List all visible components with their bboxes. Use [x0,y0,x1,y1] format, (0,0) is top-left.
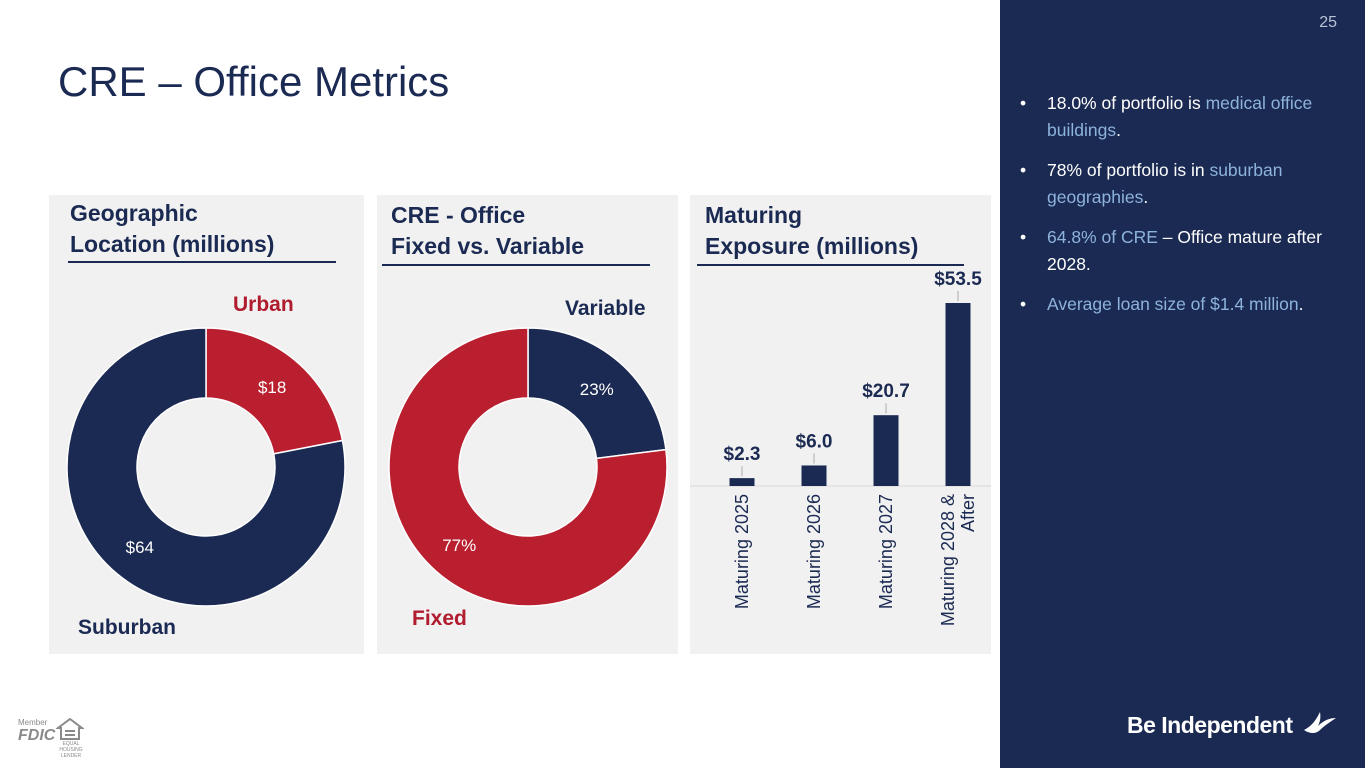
bar-maturing-2027 [873,415,899,486]
bullet-list: • 18.0% of portfolio is medical office bu… [1020,90,1340,331]
fixed-legend-label: Fixed [412,607,467,630]
data-label-variable: 23% [580,380,614,399]
page-number: 25 [1319,14,1337,31]
urban-legend-label: Urban [233,293,294,316]
bullet-item: • 64.8% of CRE – Office mature after 2028… [1020,224,1340,278]
bar-value-maturing-2027: $20.7 [862,381,910,402]
x-tick-line: Maturing 2027 [876,494,896,609]
maturing-panel: Maturing Exposure (millions) $2.3 Maturin… [690,195,991,654]
bullet-dot: • [1020,227,1027,247]
fixed-variable-panel-title: CRE - Office Fixed vs. Variable [391,200,584,262]
bullet-highlight-text: suburban geographies [1047,160,1283,207]
fdic-text: FDIC [18,727,56,744]
x-tick-maturing-2026: Maturing 2026 [804,494,824,609]
bar-maturing-2028-after [945,303,971,486]
bar-value-maturing-2025: $2.3 [724,444,761,465]
maturing-panel-title: Maturing Exposure (millions) [705,200,918,262]
bullet-dot: • [1020,93,1027,113]
bar-value-maturing-2026: $6.0 [796,431,833,452]
variable-legend-label: Variable [565,297,646,320]
x-tick-line: After [958,494,978,532]
bullet-highlight-text: Average loan size of $1.4 million [1047,294,1299,314]
bullet-text: – Office mature after 2028. [1047,227,1322,274]
fixed-variable-donut-chart: 23% 77% [388,327,668,607]
maturing-title-rule [697,264,964,266]
maturing-title-line2: Exposure (millions) [705,233,919,259]
slice-urban [205,327,344,455]
maturing-bar-chart: $2.3 Maturing 2025 $6.0 Maturing 2026 $20.7 M… [690,269,991,626]
geographic-title-rule [68,261,336,263]
bullet-dot: • [1020,294,1027,314]
geographic-title-line2: Location (millions) [70,231,275,257]
equal-housing-icon [56,718,84,740]
data-label-fixed: 77% [442,536,476,555]
bar-value-maturing-2028-after: $53.5 [934,269,982,290]
geographic-donut-chart: $18 $64 [66,327,346,607]
fdic-logo: Member FDIC [18,718,55,745]
x-tick-maturing-2028-after: Maturing 2028 & After [938,494,978,626]
data-label-suburban: $64 [126,538,154,557]
sidebar: 25 • 18.0% of portfolio is medical office… [1000,0,1365,768]
bullet-item: • 18.0% of portfolio is medical office bu… [1020,90,1340,144]
bullet-item: • 78% of portfolio is in suburban geograp… [1020,157,1340,211]
bird-logo-icon [1304,712,1336,733]
page-title: CRE – Office Metrics [58,58,450,105]
geographic-panel: Geographic Location (millions) $18 $64 Ur… [49,195,364,654]
fixed-variable-title-rule [382,264,650,266]
slice-fixed [388,327,668,607]
x-tick-maturing-2027: Maturing 2027 [876,494,896,609]
fixed-variable-title-line2: Fixed vs. Variable [391,233,585,259]
geographic-title-line1: Geographic [70,200,198,226]
bar-maturing-2026 [801,465,827,486]
slice-variable [527,327,667,460]
x-tick-line: Maturing 2025 [732,494,752,609]
bullet-text: 78% of portfolio is in [1047,160,1210,180]
slice-suburban [66,327,346,607]
equal-housing-lender-text: EQUAL HOUSING LENDER [59,741,83,759]
data-label-urban: $18 [258,378,286,397]
x-tick-line: Maturing 2026 [804,494,824,609]
bar-maturing-2025 [729,478,755,486]
fixed-variable-panel: CRE - Office Fixed vs. Variable 23% 77% V… [377,195,678,654]
bullet-text: 18.0% of portfolio is [1047,93,1206,113]
bullet-dot: • [1020,160,1027,180]
brand-logo-text: Be Independent [1127,712,1293,738]
bullet-text: . [1143,187,1149,207]
x-tick-maturing-2025: Maturing 2025 [732,494,752,609]
suburban-legend-label: Suburban [78,616,176,639]
fdic-member-text: Member [18,718,48,727]
x-tick-line: Maturing 2028 & [938,494,958,626]
bullet-highlight-text: medical office buildings [1047,93,1313,140]
maturing-title-line1: Maturing [705,202,803,228]
bullet-text: . [1298,294,1304,314]
bullet-item: • Average loan size of $1.4 million. [1020,291,1340,318]
fixed-variable-title-line1: CRE - Office [391,202,526,228]
geographic-panel-title: Geographic Location (millions) [70,198,274,260]
bullet-text: . [1116,120,1121,140]
bullet-highlight-text: 64.8% of CRE [1047,227,1158,247]
